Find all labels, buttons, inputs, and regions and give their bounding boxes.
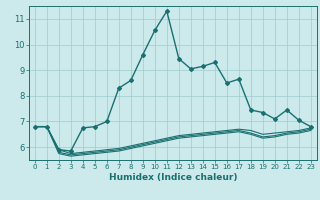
- X-axis label: Humidex (Indice chaleur): Humidex (Indice chaleur): [108, 173, 237, 182]
